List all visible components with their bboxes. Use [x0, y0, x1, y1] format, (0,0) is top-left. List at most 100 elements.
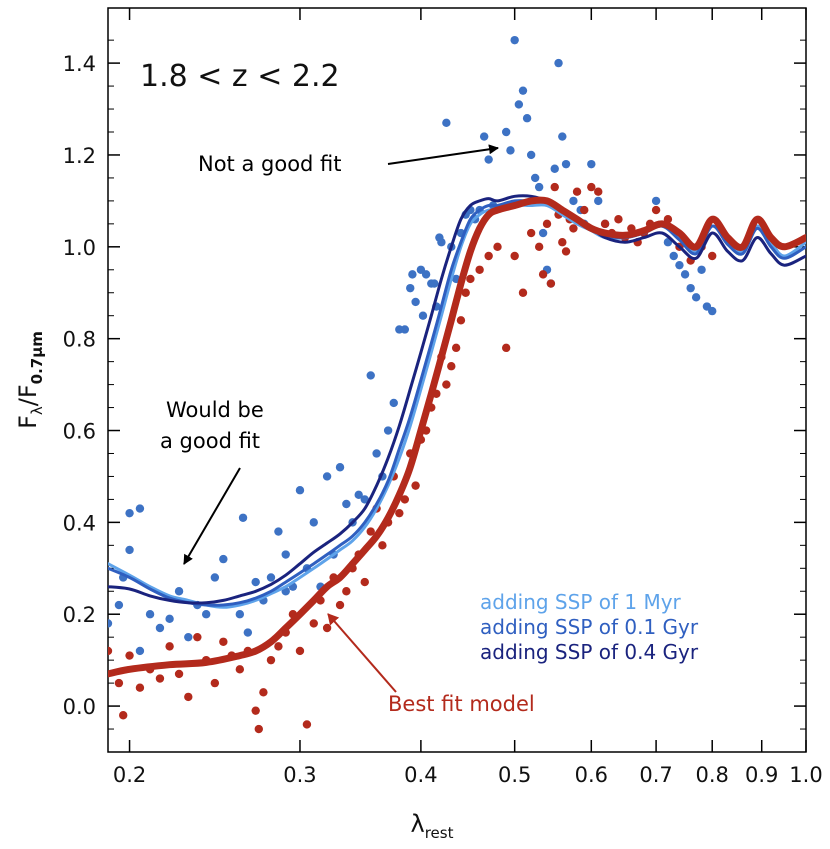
blue-data-point [408, 270, 417, 279]
red-data-point [475, 265, 484, 274]
blue-data-point [135, 504, 145, 513]
x-tick-label: 0.3 [283, 763, 316, 787]
blue-data-point [554, 58, 563, 68]
ssp-04gyr-line [108, 194, 806, 605]
red-data-point [594, 187, 603, 196]
y-axis-label-sub2: 0.7μm [28, 331, 46, 384]
blue-data-point [651, 196, 661, 206]
red-data-point [342, 587, 351, 596]
red-data-point [295, 646, 305, 656]
blue-data-point [335, 463, 345, 472]
red-data-point [108, 646, 113, 656]
red-data-point [534, 242, 544, 252]
blue-data-point [383, 426, 393, 435]
red-data-point [302, 720, 312, 729]
blue-data-point [309, 518, 318, 527]
red-data-point [235, 665, 245, 674]
blue-data-point [538, 228, 548, 238]
blue-data-point [484, 155, 493, 164]
y-tick-label: 1.0 [63, 236, 96, 260]
red-data-point [466, 274, 475, 284]
x-tick-label: 0.2 [113, 763, 146, 787]
legend: adding SSP of 1 Myr adding SSP of 0.1 Gy… [480, 590, 699, 664]
red-data-point [518, 288, 528, 297]
blue-data-point [506, 146, 515, 155]
red-data-point [510, 251, 519, 261]
plot-frame [107, 7, 807, 753]
blue-data-point [587, 159, 596, 169]
blue-data-point [125, 508, 134, 518]
blue-data-point [372, 449, 381, 458]
y-tick-label: 0.2 [63, 603, 96, 627]
x-tick-label: 0.9 [745, 763, 778, 787]
red-data-point [572, 187, 582, 196]
red-data-point [558, 238, 567, 247]
red-data-point [322, 623, 332, 633]
annotation-would-be-line1: Would be [166, 398, 264, 422]
red-data-point [400, 495, 410, 504]
y-tick-label: 0.4 [63, 511, 96, 535]
red-data-point [259, 688, 268, 697]
blue-data-point [561, 159, 571, 169]
red-data-point [501, 343, 511, 353]
red-data-point [184, 692, 193, 702]
chart-title: 1.8 < z < 2.2 [140, 59, 340, 94]
x-axis-label-main: λ [411, 810, 425, 838]
blue-data-point [219, 554, 228, 564]
blue-data-point [569, 196, 578, 206]
red-data-point [546, 279, 556, 288]
y-axis-label-sub1: λ [28, 406, 46, 415]
blue-data-point [145, 610, 155, 619]
red-data-point [456, 316, 466, 325]
red-data-point [708, 251, 717, 261]
blue-data-point [155, 623, 165, 633]
blue-data-point [510, 35, 519, 45]
red-data-point [538, 270, 548, 279]
blue-data-point [686, 283, 695, 293]
red-data-point [600, 219, 610, 229]
red-data-point [266, 655, 276, 665]
x-tick-label: 0.7 [639, 763, 672, 787]
blue-data-point [669, 251, 678, 261]
y-axis-label: Fλ/F0.7μm [14, 331, 46, 429]
red-data-point [174, 669, 184, 679]
blue-data-point [366, 371, 375, 380]
blue-data-point [526, 150, 536, 160]
blue-data-point [406, 283, 415, 293]
red-data-point [119, 711, 128, 720]
blue-data-point [442, 118, 451, 128]
blue-data-point [354, 490, 363, 500]
blue-data-point [210, 573, 220, 582]
blue-data-point [691, 293, 701, 302]
red-data-point [651, 205, 661, 215]
y-tick-label: 0.0 [63, 695, 96, 719]
blue-data-point [437, 238, 446, 247]
y-axis: 0.0 0.2 0.4 0.6 0.8 1.0 1.2 1.4 [63, 39, 806, 753]
blue-data-point [550, 164, 559, 173]
blue-data-point [342, 499, 351, 509]
blue-data-point [518, 86, 528, 95]
blue-data-point [708, 306, 717, 316]
red-data-point [125, 651, 134, 660]
y-tick-label: 0.6 [63, 420, 96, 444]
blue-data-point [251, 577, 260, 587]
blue-data-point [274, 527, 283, 536]
y-axis-label-mid: /F [14, 384, 42, 406]
red-data-point [395, 508, 404, 518]
red-data-point [526, 228, 536, 238]
blue-data-point [184, 632, 193, 642]
red-data-point [254, 724, 263, 734]
red-data-point [550, 182, 559, 192]
red-data-point [461, 288, 470, 297]
y-tick-label: 0.8 [63, 328, 96, 352]
red-data-point [569, 224, 578, 233]
red-data-point [580, 205, 589, 215]
red-data-point [447, 362, 456, 371]
blue-data-point [421, 270, 431, 279]
red-data-point [335, 600, 345, 610]
blue-data-point [360, 495, 369, 504]
red-data-point [442, 380, 451, 389]
red-data-point [165, 642, 174, 651]
annotation-arrow-best-fit [327, 613, 397, 693]
x-axis-label-sub: rest [425, 824, 454, 842]
